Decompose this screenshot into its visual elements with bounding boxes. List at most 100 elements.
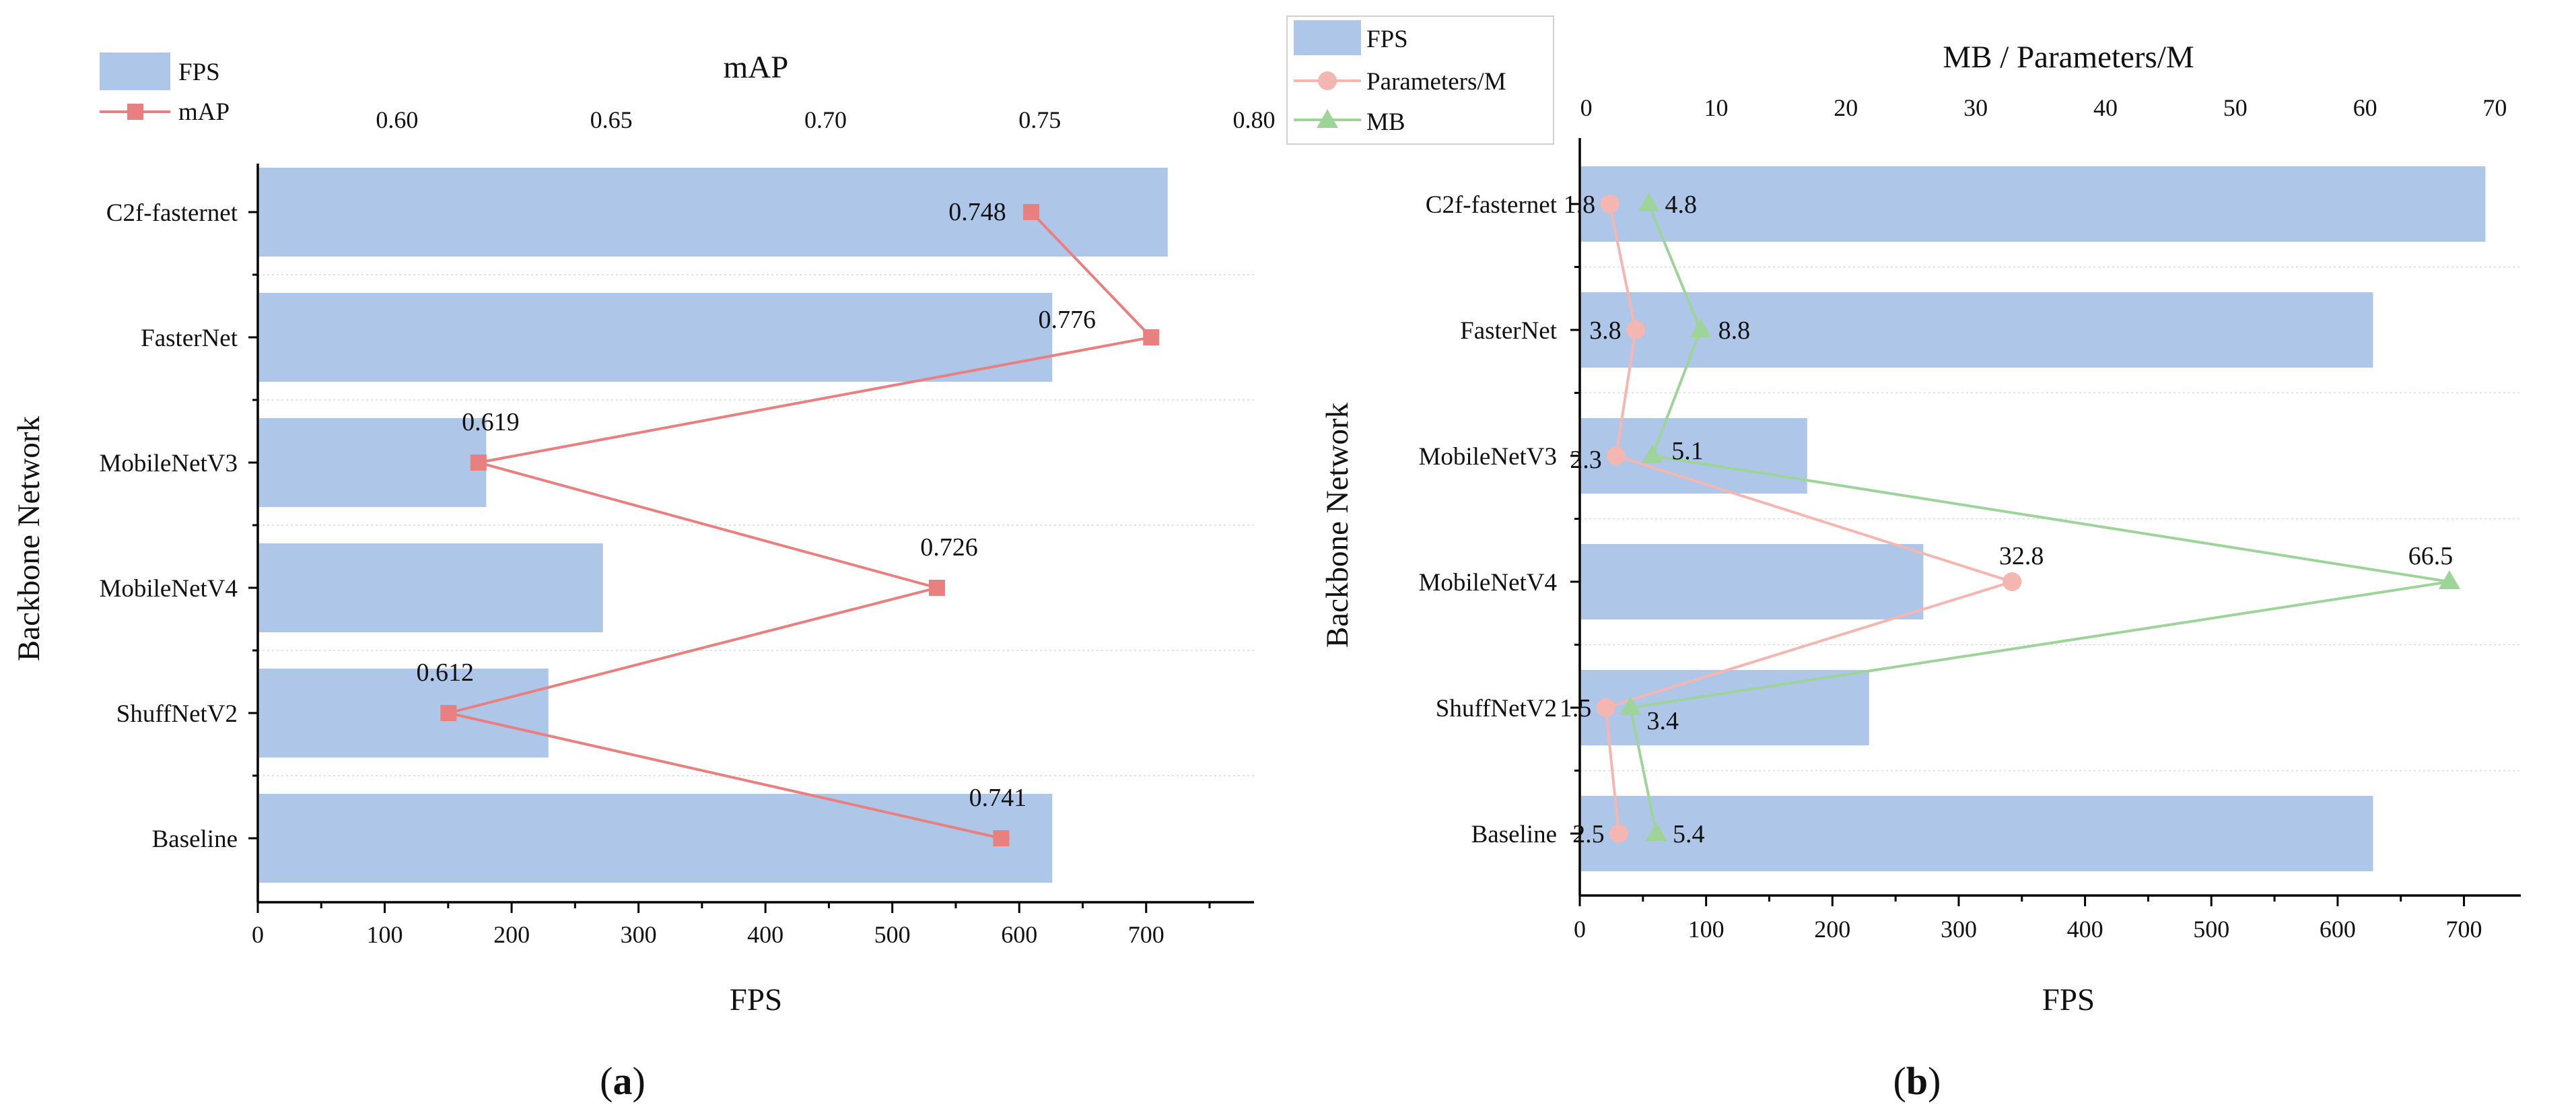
chart-a-x-tick-label: 400 [747,921,784,948]
chart-b-x-tick-label: 700 [2446,916,2482,943]
chart-a-bars [259,168,1168,883]
chart-a-bar-baseline [259,794,1053,883]
chart-b-bar-baseline [1581,796,2373,871]
chart-b-legend: FPS Parameters/M MB [1286,15,1554,145]
chart-b-param-polyline [1604,203,2017,834]
chart-a-x-tick-label: 700 [1128,921,1164,948]
chart-a-map-label: 0.619 [462,408,520,436]
chart-a-map-label: 0.612 [417,658,475,687]
chart-b-x-tick-label: 600 [2320,916,2356,943]
chart-b-top-tick-label: 40 [2093,94,2118,121]
chart-a-category-label: C2f-fasternet [106,199,238,227]
chart-a-map-label: 0.741 [969,784,1027,812]
chart-a-x-tick-label: 500 [874,921,911,948]
chart-b-mb-polyline [1628,203,2450,834]
chart-b-category-label: ShuffNetV2 [1436,695,1557,722]
chart-a-map-label: 0.726 [920,533,978,562]
chart-a-legend-fps-swatch [100,53,170,90]
chart-b-mb-label: 5.4 [1673,820,1705,848]
chart-a-top-ticks: 0.60 0.65 0.70 0.75 0.80 [376,106,1275,133]
chart-a-category-label: Baseline [152,825,238,853]
chart-b-param-label: 2.5 [1572,820,1605,848]
chart-a: 0 100 200 300 400 500 600 700 0.60 0.65 0.70 0.75 0… [11,50,1276,1103]
chart-b-panel-label: (b) [1893,1059,1941,1103]
chart-a-top-tick-label: 0.80 [1233,106,1276,133]
chart-a-top-tick-label: 0.70 [804,106,847,133]
chart-a-y-title: Backbone Network [11,415,46,661]
chart-b-category-label: Baseline [1471,821,1557,848]
chart-a-category-label: MobileNetV3 [99,450,238,477]
chart-a-bar-shuffnetv2 [259,669,549,757]
chart-b-category-label: C2f-fasternet [1426,191,1558,219]
chart-a-map-marker [440,705,457,721]
chart-a-legend-map-label: mAP [178,98,230,126]
chart-b-param-label: 32.8 [1999,542,2044,570]
chart-b-x-tick-label: 400 [2067,916,2103,943]
chart-a-legend-map-marker [127,104,143,120]
chart-b-param-line [1596,195,2022,843]
chart-b-param-marker [1606,446,1626,465]
chart-a-map-marker [470,454,487,471]
chart-b-x-ticks: 0 100 200 300 400 500 600 700 [1574,896,2482,943]
chart-a-map-label: 0.776 [1038,306,1096,334]
chart-b-legend-mb-label: MB [1366,108,1405,136]
chart-b-category-label: MobileNetV4 [1418,569,1557,597]
chart-a-map-line [440,204,1160,846]
chart-b-top-tick-label: 10 [1704,94,1728,121]
chart-b-top-tick-label: 70 [2482,94,2507,121]
chart-b-bar-mobilenetv4 [1581,544,1924,619]
chart-b-mb-line [1620,193,2460,841]
chart-b: 0 100 200 300 400 500 600 700 0 10 20 30 40 50 60 70 C… [1286,15,2521,1103]
chart-a-map-label: 0.748 [948,198,1006,226]
chart-b-top-title: MB / Parameters/M [1943,40,2194,75]
chart-a-x-tick-label: 300 [621,921,657,948]
chart-b-top-tick-label: 60 [2353,94,2377,121]
chart-b-param-label: 1.5 [1560,694,1592,722]
chart-a-x-tick-label: 0 [252,921,264,948]
chart-b-top-tick-label: 0 [1580,94,1593,121]
chart-b-mb-marker [1645,822,1667,841]
chart-a-legend-fps-label: FPS [178,59,220,86]
chart-a-bar-fasternet [259,293,1053,382]
chart-b-mb-marker [2438,570,2460,589]
chart-b-bar-c2f-fasternet [1581,166,2486,242]
chart-a-x-tick-label: 100 [367,921,403,948]
chart-a-top-title: mAP [724,50,789,85]
chart-b-param-label: 1.8 [1564,191,1596,219]
chart-b-data-labels: 1.8 3.8 2.3 32.8 1.5 2.5 4.8 8.8 5.1 66.5 3.4 5.4 [1560,191,2453,848]
chart-a-map-marker [1022,204,1039,220]
chart-b-param-marker [1596,698,1615,717]
chart-b-category-label: MobileNetV3 [1418,443,1557,471]
chart-b-legend-fps-label: FPS [1366,26,1408,53]
chart-b-legend-param-marker [1318,71,1337,90]
chart-b-x-title: FPS [2042,982,2095,1017]
chart-a-category-label: MobileNetV4 [99,575,238,603]
chart-a-map-marker [993,830,1010,846]
chart-b-param-label: 2.3 [1570,446,1602,474]
chart-b-category-label: FasterNet [1460,317,1558,345]
chart-b-mb-label: 3.4 [1646,707,1679,735]
chart-a-bar-mobilenetv3 [259,418,487,507]
chart-b-top-tick-label: 50 [2223,94,2248,121]
chart-a-bar-mobilenetv4 [259,543,603,632]
chart-b-mb-label: 8.8 [1718,316,1751,345]
chart-b-param-marker [1600,195,1620,213]
chart-a-x-tick-label: 600 [1001,921,1037,948]
chart-b-x-tick-label: 200 [1814,916,1850,943]
chart-a-top-tick-label: 0.60 [376,106,418,133]
chart-a-top-tick-label: 0.75 [1018,106,1061,133]
chart-b-mb-marker [1620,696,1642,715]
chart-b-mb-label: 66.5 [2408,542,2453,570]
chart-b-top-tick-label: 20 [1834,94,1858,121]
chart-b-top-tick-label: 30 [1963,94,1988,121]
chart-a-map-marker [1143,329,1160,345]
chart-b-category-labels: C2f-fasternet FasterNet MobileNetV3 MobileN… [1418,191,1580,848]
chart-b-x-tick-label: 300 [1941,916,1977,943]
chart-a-category-label: ShuffNetV2 [116,700,238,728]
chart-b-mb-marker [1690,318,1712,337]
chart-b-bars [1581,166,2486,871]
chart-a-bar-c2f-fasternet [259,168,1168,257]
chart-b-x-tick-label: 500 [2193,916,2229,943]
chart-b-legend-param-label: Parameters/M [1366,68,1506,96]
